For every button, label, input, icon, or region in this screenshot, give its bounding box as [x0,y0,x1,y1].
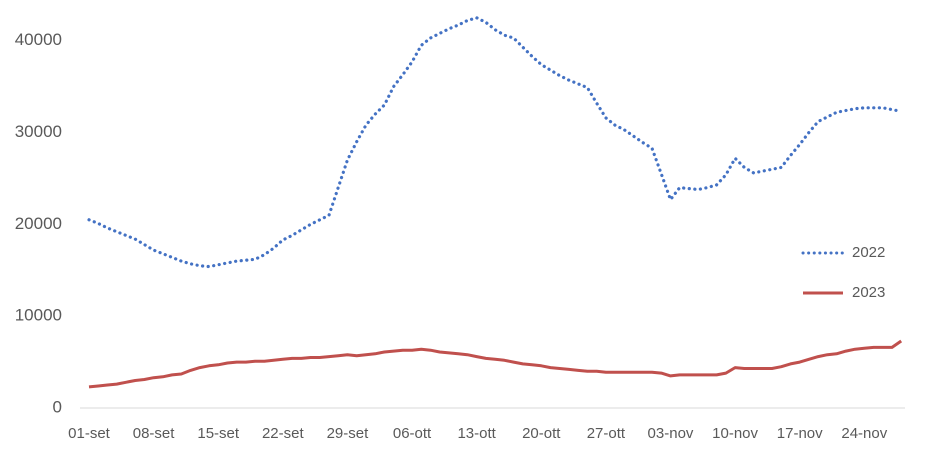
x-tick-label: 06-ott [393,425,432,442]
x-tick-label: 29-set [327,425,370,442]
y-tick-label: 30000 [15,122,62,141]
y-tick-label: 10000 [15,306,62,325]
x-tick-label: 08-set [133,425,176,442]
y-tick-label: 0 [53,397,62,416]
x-tick-label: 17-nov [777,425,823,442]
x-tick-label: 27-ott [587,425,626,442]
x-tick-label: 20-ott [522,425,561,442]
x-tick-label: 15-set [197,425,240,442]
x-tick-label: 01-set [68,425,111,442]
x-tick-label: 24-nov [841,425,887,442]
x-tick-label: 10-nov [712,425,758,442]
series-line [87,16,903,269]
y-tick-label: 20000 [15,214,62,233]
legend-label: 2023 [852,284,885,301]
x-tick-label: 22-set [262,425,305,442]
y-tick-label: 40000 [15,30,62,49]
series-line [88,339,903,389]
x-tick-label: 03-nov [648,425,694,442]
x-tick-label: 13-ott [457,425,496,442]
legend-label: 2022 [852,244,885,261]
